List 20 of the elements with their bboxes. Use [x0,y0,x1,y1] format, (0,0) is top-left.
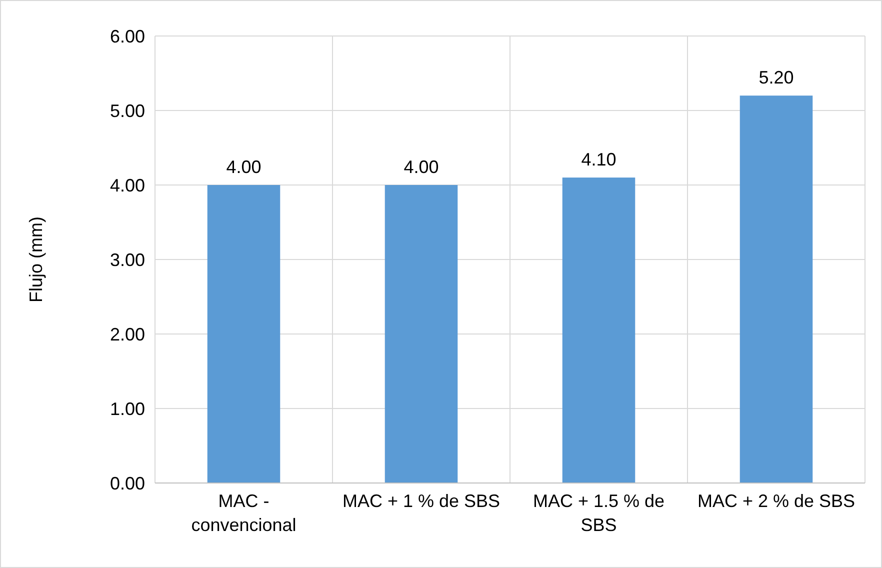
data-label: 4.00 [404,157,439,177]
x-tick-label: MAC + 1.5 % de SBS [532,491,665,535]
data-label: 4.00 [226,157,262,177]
x-tick-label: MAC + 2 % de SBS [697,491,856,511]
x-tick-label: MAC + 1 % de SBS [342,491,500,511]
y-tick-label: 0.00 [110,473,145,494]
data-label: 4.10 [581,150,616,170]
bar [740,96,813,483]
y-tick-label: 3.00 [110,250,145,270]
data-label: 5.20 [758,68,794,88]
y-tick-label: 2.00 [110,324,145,344]
x-tick-label: MAC - convencional [191,491,296,535]
y-tick-label: 6.00 [110,26,145,46]
bar [562,178,636,483]
y-tick-label: 5.00 [110,100,145,121]
y-tick-label: 4.00 [110,175,145,196]
y-tick-label: 1.00 [110,398,145,419]
bar [384,185,458,483]
y-axis-title: Flujo (mm) [26,216,46,302]
bar [207,185,280,483]
